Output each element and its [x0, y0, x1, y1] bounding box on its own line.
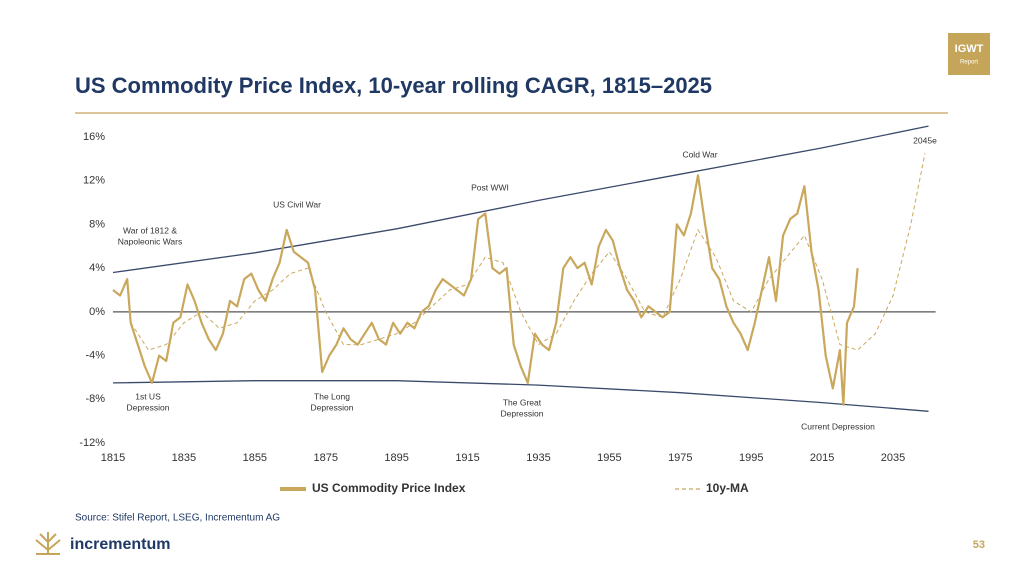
- annotation: The Long: [314, 391, 350, 401]
- annotation: War of 1812 &: [123, 225, 177, 235]
- y-tick-label: 4%: [89, 262, 105, 274]
- x-tick-label: 1955: [597, 452, 621, 464]
- y-tick-label: -12%: [79, 437, 105, 449]
- logo-icon: [35, 532, 61, 555]
- y-tick-label: -8%: [85, 393, 105, 405]
- x-tick-label: 2015: [810, 452, 834, 464]
- y-tick-label: 0%: [89, 306, 105, 318]
- annotation: Current Depression: [801, 421, 875, 431]
- badge-sub: Report: [960, 60, 978, 66]
- annotation: Cold War: [682, 149, 717, 159]
- annotation: The Great: [503, 397, 542, 407]
- channel-line: [112, 125, 929, 274]
- series-line: [130, 153, 926, 351]
- annotation: Post WWI: [471, 182, 509, 192]
- page-number: 53: [973, 539, 985, 551]
- x-tick-label: 1835: [172, 452, 196, 464]
- brand: incrementum: [70, 536, 170, 553]
- title: US Commodity Price Index, 10-year rollin…: [75, 73, 712, 98]
- y-tick-label: 8%: [89, 218, 105, 230]
- badge-title: IGWT: [955, 43, 984, 55]
- x-tick-label: 2035: [881, 452, 905, 464]
- y-tick-label: -4%: [85, 349, 105, 361]
- source: Source: Stifel Report, LSEG, Incrementum…: [75, 513, 280, 524]
- legend-label: 10y-MA: [706, 481, 749, 495]
- channel-line: [112, 380, 929, 412]
- annotation: 1st US: [135, 391, 161, 401]
- x-tick-label: 1915: [455, 452, 479, 464]
- badge: [948, 33, 990, 75]
- annotation: Depression: [311, 402, 354, 412]
- x-tick-label: 1975: [668, 452, 692, 464]
- legend-label: US Commodity Price Index: [312, 481, 466, 495]
- x-tick-label: 1995: [739, 452, 763, 464]
- x-tick-label: 1855: [243, 452, 267, 464]
- annotation: Depression: [127, 402, 170, 412]
- x-tick-label: 1935: [526, 452, 550, 464]
- series-line: [112, 174, 859, 406]
- y-tick-label: 16%: [83, 131, 105, 143]
- x-tick-label: 1895: [384, 452, 408, 464]
- y-tick-label: 12%: [83, 175, 105, 187]
- annotation: Depression: [501, 408, 544, 418]
- x-tick-label: 1815: [101, 452, 125, 464]
- annotation: Napoleonic Wars: [118, 236, 182, 246]
- annotation: US Civil War: [273, 199, 321, 209]
- x-tick-label: 1875: [313, 452, 337, 464]
- annotation: 2045e: [913, 135, 937, 145]
